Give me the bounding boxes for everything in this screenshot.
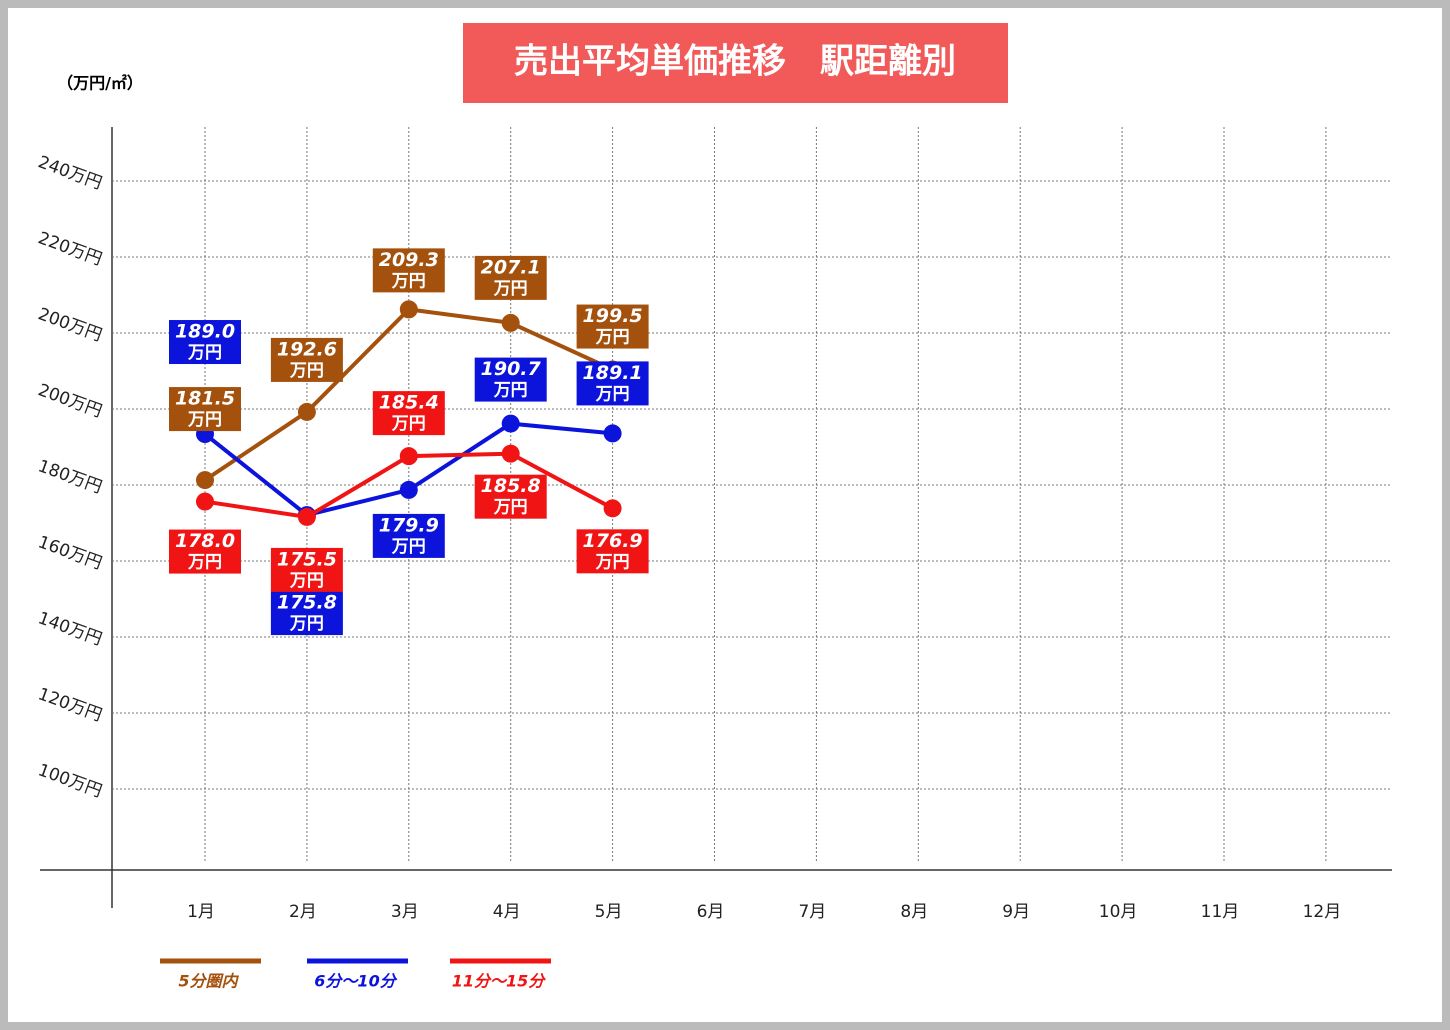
data-point (399, 480, 418, 499)
value-label: 178.0 (175, 530, 235, 552)
value-label-unit: 万円 (391, 537, 426, 557)
value-label-box (576, 304, 649, 349)
value-label-box (372, 391, 445, 436)
value-label-box (576, 361, 649, 406)
value-label-box (270, 547, 343, 592)
x-tick-label: 5月 (595, 902, 623, 922)
value-label: 175.5 (277, 548, 337, 570)
value-label-unit: 万円 (187, 343, 222, 363)
x-tick-label: 8月 (900, 902, 928, 922)
data-point (603, 424, 622, 443)
value-label: 192.6 (277, 338, 337, 360)
value-label: 189.0 (175, 321, 235, 343)
value-label: 207.1 (481, 256, 541, 278)
value-label-box (474, 474, 547, 519)
title-box (463, 23, 1008, 103)
value-label: 176.9 (583, 530, 643, 552)
x-tick-label: 11月 (1201, 902, 1240, 922)
value-label-box (576, 529, 649, 574)
x-tick-label: 9月 (1002, 902, 1030, 922)
data-point (399, 300, 418, 319)
y-axis-label: （万円/㎡） (57, 74, 143, 93)
value-label-box (270, 591, 343, 636)
value-label-box (372, 513, 445, 558)
value-label-box (169, 320, 241, 365)
value-label: 179.9 (379, 514, 439, 536)
value-label-box (474, 255, 547, 300)
value-label: 185.8 (481, 475, 541, 497)
value-label: 175.8 (277, 592, 337, 614)
legend-label: 5分圏内 (178, 972, 239, 991)
data-point (501, 444, 520, 463)
value-label-unit: 万円 (493, 498, 528, 518)
value-label-unit: 万円 (595, 384, 630, 404)
data-point (297, 402, 316, 421)
data-point (501, 414, 520, 433)
data-point (196, 471, 214, 490)
x-tick-label: 2月 (289, 902, 317, 922)
legend-label: 11分～15分 (452, 972, 547, 991)
value-label-unit: 万円 (289, 614, 324, 634)
data-point (297, 507, 316, 526)
data-point (603, 499, 622, 518)
legend-label: 6分～10分 (314, 972, 397, 991)
value-label-unit: 万円 (595, 328, 630, 348)
value-label-unit: 万円 (595, 552, 630, 572)
value-label-unit: 万円 (289, 361, 324, 381)
data-point (501, 313, 520, 332)
x-tick-label: 7月 (798, 902, 826, 922)
value-label-box (169, 529, 241, 574)
value-label: 185.4 (379, 392, 439, 414)
value-label-unit: 万円 (493, 279, 528, 299)
x-tick-label: 4月 (493, 902, 521, 922)
value-label: 209.3 (379, 249, 439, 271)
x-tick-label: 3月 (391, 902, 419, 922)
value-label-unit: 万円 (493, 381, 528, 401)
value-label-unit: 万円 (391, 414, 426, 434)
x-tick-label: 10月 (1099, 902, 1138, 922)
value-label-box (169, 387, 241, 432)
x-tick-label: 1月 (187, 902, 215, 922)
value-label-box (474, 357, 547, 402)
value-label: 199.5 (583, 305, 643, 327)
value-label: 189.1 (583, 362, 643, 384)
value-label-unit: 万円 (187, 410, 222, 430)
value-label: 190.7 (481, 358, 542, 380)
x-tick-label: 6月 (697, 902, 725, 922)
x-tick-label: 12月 (1303, 902, 1342, 922)
value-label-box (270, 337, 343, 382)
data-point (399, 447, 418, 466)
value-label-unit: 万円 (391, 271, 426, 291)
data-point (196, 492, 214, 511)
value-label-box (372, 248, 445, 293)
value-label: 181.5 (175, 388, 235, 410)
chart-title: 売出平均単価推移 駅距離別 (514, 42, 956, 82)
value-label-unit: 万円 (187, 553, 222, 573)
value-label-unit: 万円 (289, 571, 324, 591)
